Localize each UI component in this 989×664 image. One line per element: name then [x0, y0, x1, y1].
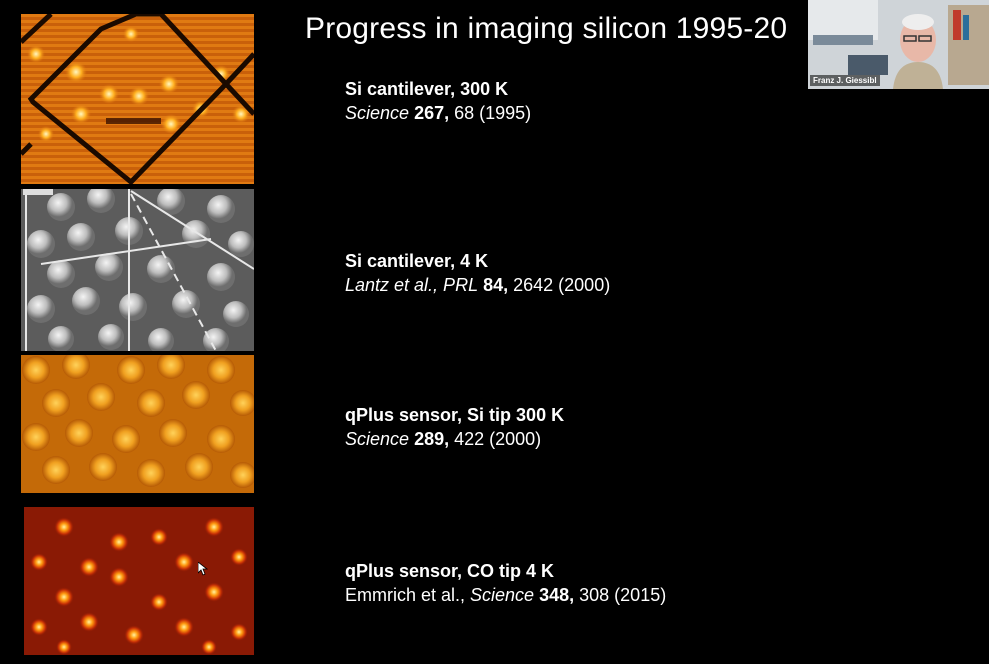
authors: Emmrich et al.,: [345, 585, 471, 605]
pages-year: 422 (2000): [449, 429, 542, 449]
mouse-cursor-icon: [197, 561, 209, 581]
entry-reference: Emmrich et al., Science 348, 308 (2015): [345, 583, 666, 607]
journal-name: Science: [345, 429, 410, 449]
entry-reference: Lantz et al., PRL 84, 2642 (2000): [345, 273, 610, 297]
journal-name: Science: [345, 103, 410, 123]
participant-name-label: Franz J. Giessibl: [810, 75, 880, 86]
pages-year: 2642 (2000): [508, 275, 611, 295]
afm-image-qplus-si-300k: [21, 355, 254, 493]
entry-heading: Si cantilever, 300 K: [345, 79, 509, 99]
afm-image-qplus-co-4k: [24, 507, 254, 655]
participant-video-tile[interactable]: Franz J. Giessibl: [808, 0, 989, 89]
afm-image-si-300k: [21, 14, 254, 184]
afm-image-qplus-si-300k-graphic: [21, 355, 254, 493]
afm-image-si-4k-graphic: [21, 189, 254, 351]
volume: 289,: [414, 429, 450, 449]
volume: 348,: [539, 585, 575, 605]
participant-video-feed: [808, 0, 989, 89]
entry-reference: Science 289, 422 (2000): [345, 427, 564, 451]
entry-qplus-si-300k: qPlus sensor, Si tip 300 K Science 289, …: [345, 403, 564, 451]
journal-name: Science: [470, 585, 535, 605]
entry-si-cantilever-300k: Si cantilever, 300 K Science 267, 68 (19…: [345, 77, 531, 125]
entry-heading: qPlus sensor, CO tip 4 K: [345, 561, 555, 581]
pages-year: 68 (1995): [449, 103, 532, 123]
authors-journal: Lantz et al., PRL: [345, 275, 479, 295]
pages-year: 308 (2015): [574, 585, 667, 605]
entry-qplus-co-4k: qPlus sensor, CO tip 4 K Emmrich et al.,…: [345, 559, 666, 607]
volume: 84,: [483, 275, 509, 295]
afm-image-si-4k: [21, 189, 254, 351]
entry-heading: qPlus sensor, Si tip 300 K: [345, 405, 565, 425]
volume: 267,: [414, 103, 450, 123]
entry-reference: Science 267, 68 (1995): [345, 101, 531, 125]
entry-heading: Si cantilever, 4 K: [345, 251, 489, 271]
slide-title: Progress in imaging silicon 1995-20: [305, 12, 788, 45]
afm-image-si-300k-graphic: [21, 14, 254, 184]
afm-image-qplus-co-4k-graphic: [24, 507, 254, 655]
entry-si-cantilever-4k: Si cantilever, 4 K Lantz et al., PRL 84,…: [345, 249, 610, 297]
